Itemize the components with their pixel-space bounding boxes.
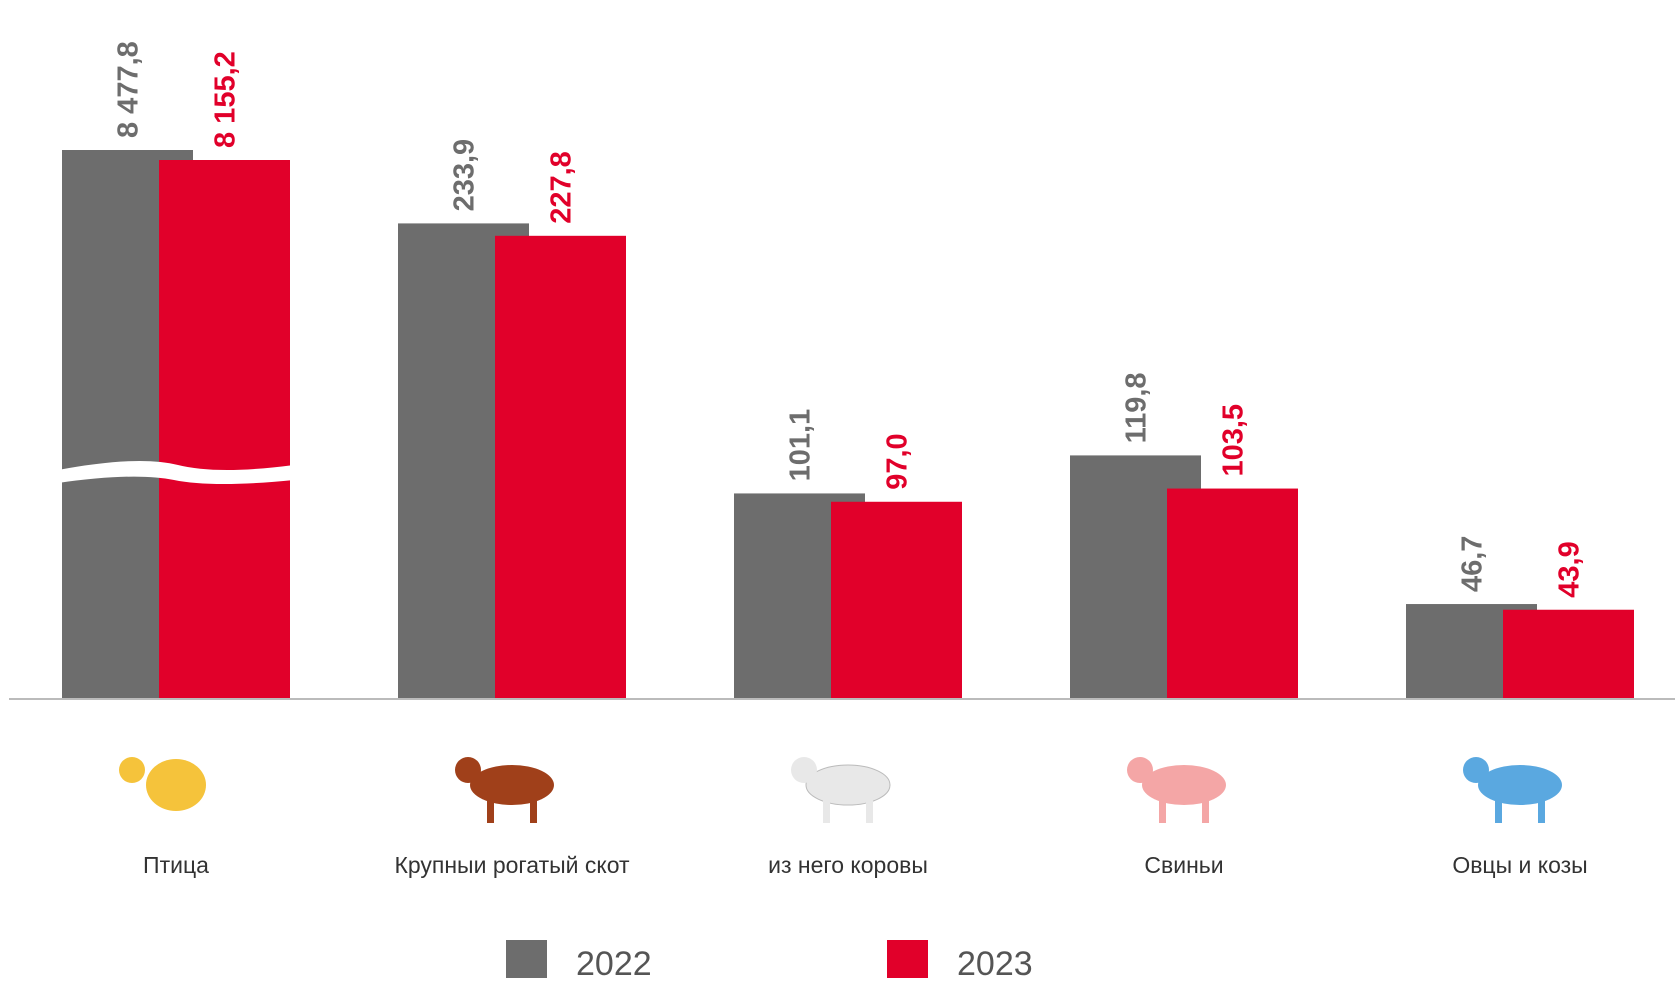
icon — [146, 759, 206, 811]
icon-head — [1463, 757, 1489, 783]
data-label: 8 155,2 — [210, 51, 242, 148]
icon-leg — [1202, 795, 1209, 823]
x-tick-label: Крупныи рогатый скот — [394, 852, 630, 878]
bar — [831, 501, 962, 699]
legend-swatch — [887, 940, 928, 978]
icon-leg — [866, 795, 873, 823]
data-label: 227,8 — [546, 151, 578, 224]
x-tick-label: Свиньи — [1144, 852, 1223, 878]
icon — [1142, 765, 1226, 805]
legend-label: 2023 — [957, 945, 1033, 981]
x-tick-label: Овцы и козы — [1452, 852, 1587, 878]
data-label: 46,7 — [1457, 536, 1489, 592]
icon-head — [119, 757, 145, 783]
icon — [470, 765, 554, 805]
legend-swatch — [506, 940, 547, 978]
data-label: 8 477,8 — [113, 41, 145, 138]
bar — [495, 235, 626, 699]
icon-leg — [823, 795, 830, 823]
bar — [1167, 488, 1298, 699]
data-label: 103,5 — [1218, 404, 1250, 477]
icon — [805, 764, 891, 806]
data-label: 119,8 — [1121, 372, 1153, 443]
icon-leg — [1538, 795, 1545, 823]
icon-leg — [530, 795, 537, 823]
icon-leg — [487, 795, 494, 823]
axis-break — [58, 461, 294, 484]
x-tick-label: из него коровы — [768, 852, 928, 878]
icon-head — [791, 757, 817, 783]
data-label: 101,1 — [785, 409, 817, 482]
icon — [1478, 765, 1562, 805]
data-label: 43,9 — [1554, 541, 1586, 597]
icon-leg — [1495, 795, 1502, 823]
legend-label: 2022 — [576, 945, 652, 981]
icon-leg — [1159, 795, 1166, 823]
x-tick-label: Птица — [143, 852, 209, 878]
data-label: 233,9 — [449, 139, 481, 212]
data-label: 97,0 — [882, 433, 914, 489]
bar — [1503, 609, 1634, 699]
icon-head — [1127, 757, 1153, 783]
bar — [159, 160, 290, 699]
icon-head — [455, 757, 481, 783]
